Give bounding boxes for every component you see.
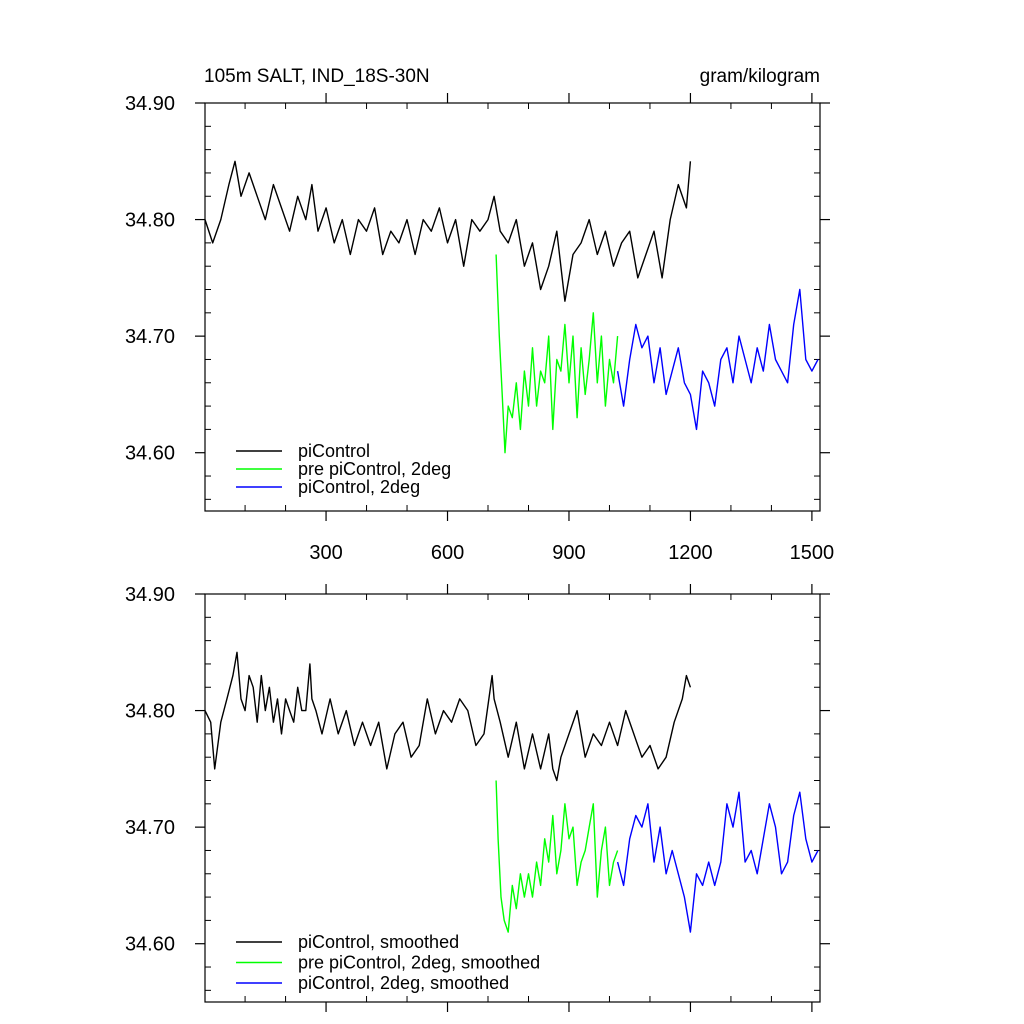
top-x-tick-label: 1500	[790, 542, 835, 564]
top-y-tick-label: 34.70	[125, 326, 175, 348]
top-legend-label: piControl, 2deg	[298, 477, 420, 497]
bottom-y-tick-label: 34.70	[125, 817, 175, 839]
top-y-tick-label: 34.90	[125, 93, 175, 115]
bottom-y-tick-label: 34.80	[125, 701, 175, 723]
bottom-y-tick-label: 34.90	[125, 584, 175, 606]
top-panel-plot: 300 600 900 1200 1500 34.60 34.70 34.80 34.90 piC…	[125, 93, 834, 564]
bottom-legend-label: pre piControl, 2deg, smoothed	[298, 953, 540, 973]
top-y-tick-label: 34.60	[125, 443, 175, 465]
top-series-line-1	[204, 160, 692, 302]
bottom-series-line-1	[204, 651, 692, 782]
top-x-tick-label: 1200	[668, 542, 713, 564]
bottom-legend-label: piControl, 2deg, smoothed	[298, 973, 509, 993]
bottom-series-line-3	[616, 791, 819, 933]
top-plot-frame	[204, 102, 821, 512]
top-legend-label: piControl	[298, 441, 370, 461]
top-panel-units: gram/kilogram	[700, 66, 820, 87]
bottom-legend-label: piControl, smoothed	[298, 932, 459, 952]
top-x-tick-label: 300	[309, 542, 342, 564]
top-x-tick-label: 900	[552, 542, 585, 564]
top-series-line-3	[616, 288, 819, 431]
top-panel: 105m SALT, IND_18S-30N gram/kilogram 300…	[125, 66, 834, 564]
bottom-series-line-2	[495, 780, 619, 933]
top-legend-label: pre piControl, 2deg	[298, 459, 451, 479]
top-x-tick-label: 600	[431, 542, 464, 564]
top-panel-title: 105m SALT, IND_18S-30N	[204, 66, 430, 87]
bottom-plot-frame	[204, 593, 821, 1003]
top-series-line-2	[495, 254, 619, 454]
top-y-tick-label: 34.80	[125, 210, 175, 232]
bottom-y-tick-label: 34.60	[125, 934, 175, 956]
